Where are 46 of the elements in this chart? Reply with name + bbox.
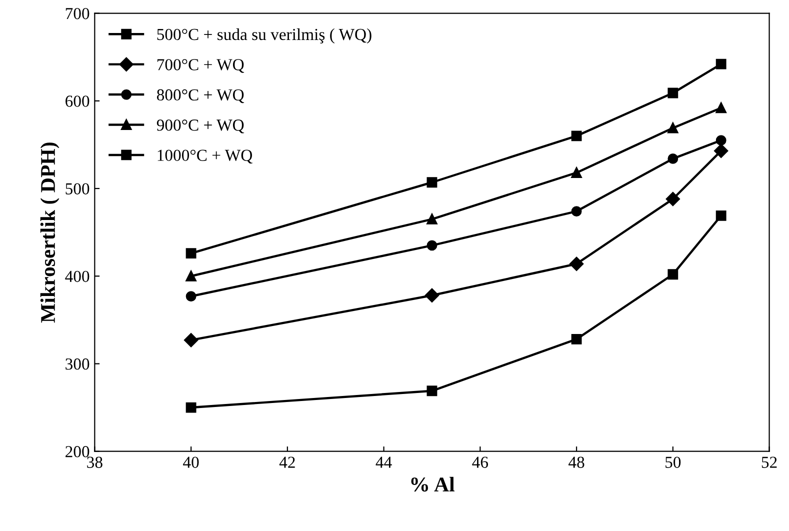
point	[668, 88, 678, 98]
x-tick-label: 52	[762, 456, 777, 468]
x-tick-label: 46	[472, 456, 488, 468]
point	[716, 210, 726, 221]
point	[426, 214, 438, 224]
point	[571, 130, 582, 142]
point	[570, 256, 584, 271]
point	[426, 177, 438, 188]
x-axis-title: % Al	[411, 476, 454, 492]
point	[426, 386, 438, 396]
y-tick-label: 700	[66, 8, 90, 20]
x-tick-label: 42	[279, 456, 295, 468]
legend-label: 900°C + WQ	[156, 120, 244, 134]
x-tick-label: 50	[666, 456, 681, 468]
point	[425, 288, 439, 302]
y-tick-label: 400	[65, 270, 90, 282]
point	[668, 154, 678, 164]
point	[184, 333, 198, 348]
x-tick-label: 44	[376, 456, 392, 468]
point	[716, 58, 726, 70]
y-tick-label: 600	[66, 96, 90, 107]
legend-label: 1000°C + WQ	[158, 150, 252, 164]
y-tick-label: 300	[66, 358, 90, 370]
x-tick-label: 40	[183, 456, 199, 468]
point	[571, 334, 582, 344]
y-tick-label: 500	[66, 183, 90, 194]
legend-label: 700°C + WQ	[157, 59, 244, 73]
point	[571, 206, 582, 216]
x-tick-label: 48	[568, 456, 584, 468]
point	[668, 269, 678, 280]
point	[571, 168, 582, 178]
point	[426, 240, 438, 251]
y-axis-title: Mikrosertlik ( DPH)	[40, 142, 60, 323]
y-tick-label: 200	[66, 446, 90, 458]
point	[666, 192, 680, 206]
point	[186, 291, 196, 302]
legend-label: 800°C + WQ	[156, 89, 244, 104]
point	[186, 402, 196, 413]
point	[186, 270, 196, 282]
point	[186, 248, 196, 259]
x-tick-label: 38	[87, 456, 102, 468]
point	[716, 102, 726, 114]
legend-label: 500°C + suda su verilmiş ( WQ)	[157, 28, 372, 44]
point	[714, 144, 728, 158]
point	[716, 135, 726, 146]
point	[668, 122, 678, 134]
